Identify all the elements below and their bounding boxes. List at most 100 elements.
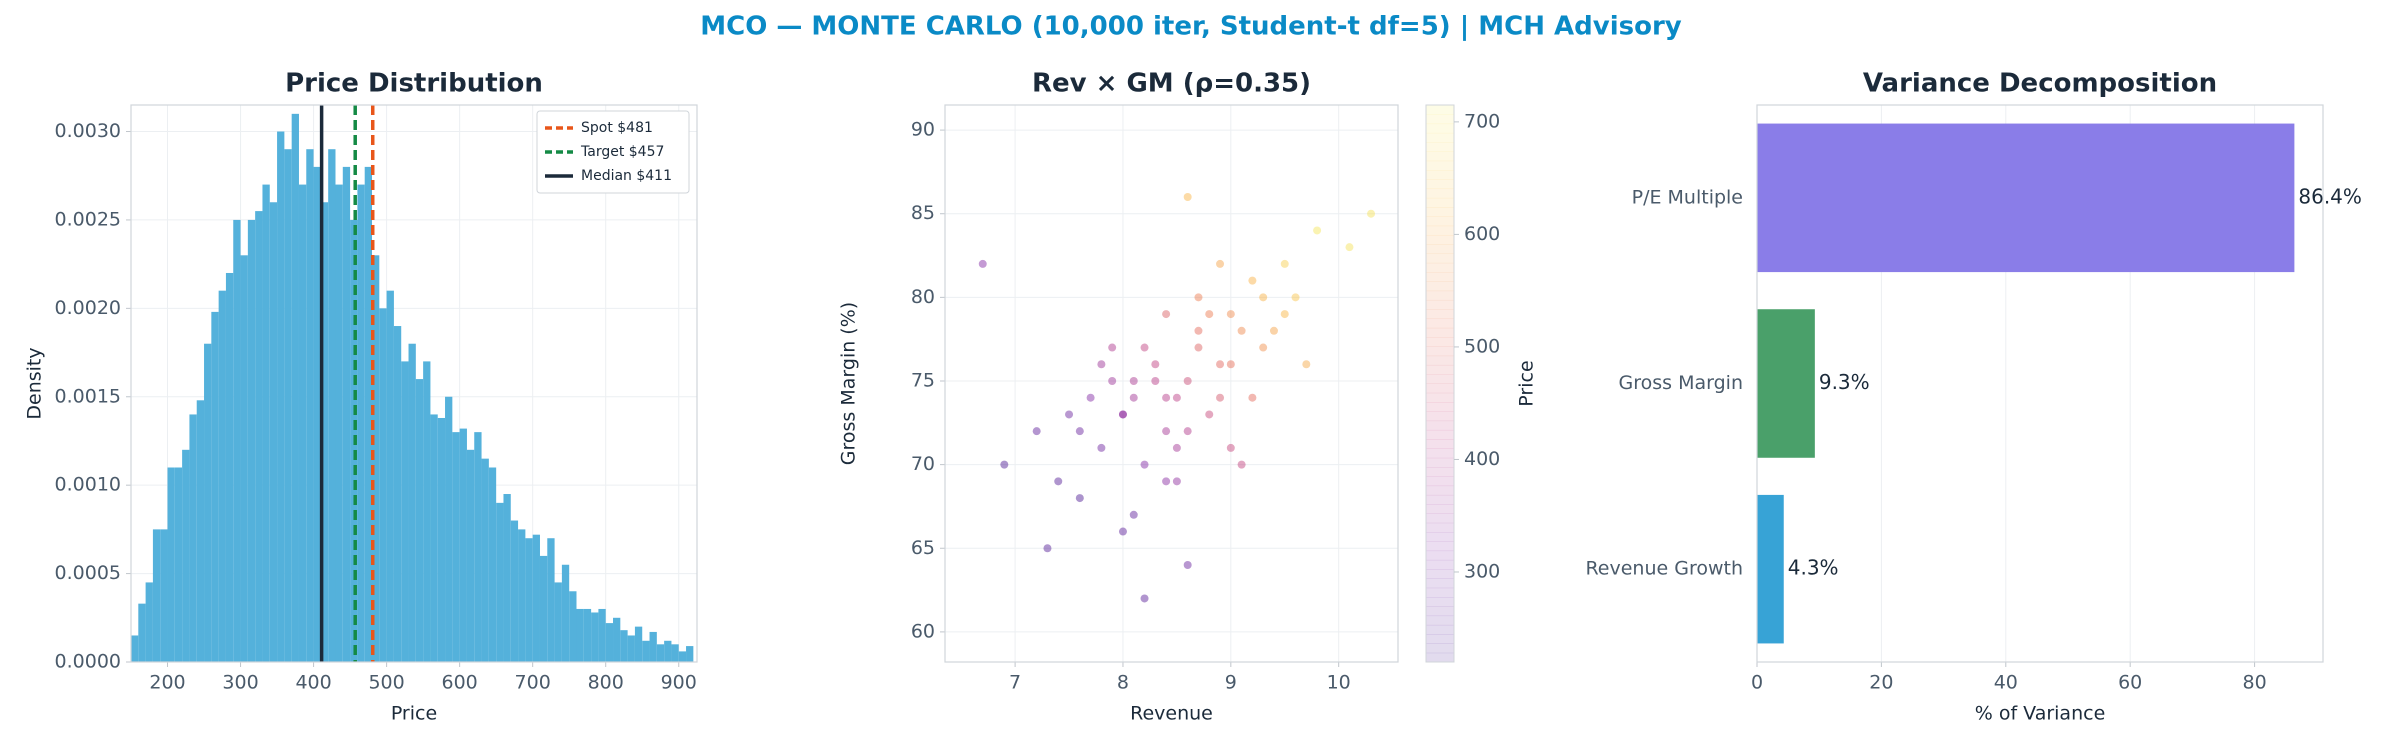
histogram-bar [496,502,504,662]
scatter-point [1183,376,1192,385]
histogram-bar [372,255,380,663]
x-tick-label: 10 [1327,672,1351,694]
histogram-bar [225,272,234,662]
histogram-bar [401,361,409,662]
colorbar-segment [1426,337,1454,347]
colorbar-segment [1426,374,1454,384]
histogram-bar [277,131,285,662]
colorbar-segment [1426,559,1454,570]
scatter-point [1226,310,1235,319]
y-axis-label: Gross Margin (%) [838,302,860,465]
colorbar-segment [1426,439,1454,449]
scatter-point [1151,360,1160,369]
histogram-bar [408,343,416,662]
colorbar-segment [1426,318,1454,329]
colorbar-segment [1426,160,1454,171]
scatter-point [1367,209,1376,218]
y-tick-label: 0.0005 [55,562,121,584]
histogram-bar [342,166,351,662]
colorbar-segment [1426,522,1454,533]
x-tick-label: 700 [515,672,551,694]
y-tick-label: 75 [911,369,935,391]
colorbar-segment [1426,355,1454,366]
histogram-bar [145,582,153,662]
scatter-point [1280,259,1289,268]
histogram-bar [481,458,489,662]
histogram-bar [386,290,394,662]
bar [1757,494,1784,644]
x-tick-label: 8 [1117,672,1129,694]
colorbar-segment [1426,309,1454,320]
histogram-bar [576,608,584,662]
colorbar-segment [1426,234,1454,245]
y-tick-label: 400 [1464,448,1500,470]
y-tick-label: 60 [911,620,935,642]
x-tick-label: 500 [368,672,404,694]
scatter-point [978,259,987,268]
histogram-bar [583,608,592,662]
scatter-point [1000,460,1009,469]
histogram-bar [554,582,562,662]
histogram-bar [678,651,687,662]
bar [1757,309,1815,458]
histogram-bar [255,211,263,662]
histogram-bar [233,219,241,662]
value-label: 9.3% [1819,370,1870,394]
colorbar-segment [1426,643,1454,654]
histogram-bar [532,534,540,662]
x-tick-label: 800 [588,672,624,694]
scatter-point [1140,343,1149,352]
histogram-bar [627,635,635,662]
bar [1757,123,2295,273]
axes-frame [130,104,698,663]
histogram-bar [131,635,139,662]
scatter-point [1248,393,1257,402]
colorbar-segment [1426,624,1454,635]
x-tick-label: 60 [2118,672,2142,694]
histogram-bar [459,428,467,662]
axes-frame [944,104,1399,663]
colorbar-segment [1426,272,1454,282]
colorbar-segment [1426,429,1454,440]
colorbar-segment [1426,420,1454,431]
histogram-bar [364,166,373,662]
x-tick-label: 900 [661,672,697,694]
scatter-point [1086,393,1095,402]
colorbar-segment [1426,467,1454,477]
colorbar-segment [1426,262,1454,273]
chart-title: Variance Decomposition [1863,69,2217,99]
colorbar-segment [1426,123,1454,134]
scatter-point [1194,293,1203,302]
legend-label: Target $457 [580,144,664,160]
colorbar-segment [1426,494,1454,505]
scatter-point [1205,410,1214,419]
y-tick-label: 0.0010 [55,474,121,496]
histogram-bar [547,538,555,662]
y-tick-label: 0.0015 [55,385,121,407]
histogram-bar [634,626,643,662]
y-tick-label: 600 [1464,223,1500,245]
histogram-bar [437,417,446,662]
colorbar-segment [1426,541,1454,552]
value-label: 4.3% [1788,556,1839,580]
scatter-point [1194,326,1203,335]
scatter-point [1172,393,1181,402]
histogram-bar [247,219,256,662]
histogram-bar [569,591,577,662]
y-tick-label: 0.0020 [55,297,121,319]
histogram-bar [452,432,460,662]
histogram-bar [284,149,292,662]
scatter-point [1097,443,1106,452]
scatter-point [1151,376,1160,385]
y-tick-label: P/E Multiple [1632,186,1743,208]
colorbar-segment [1426,448,1454,459]
histogram-bar [613,617,621,662]
scatter-point [1248,276,1257,285]
x-tick-label: 40 [1994,672,2018,694]
histogram-bar [328,149,336,662]
histogram-bar [642,640,650,662]
colorbar-segment [1426,169,1454,180]
colorbar-segment [1426,550,1454,561]
scatter-point [1183,192,1192,201]
